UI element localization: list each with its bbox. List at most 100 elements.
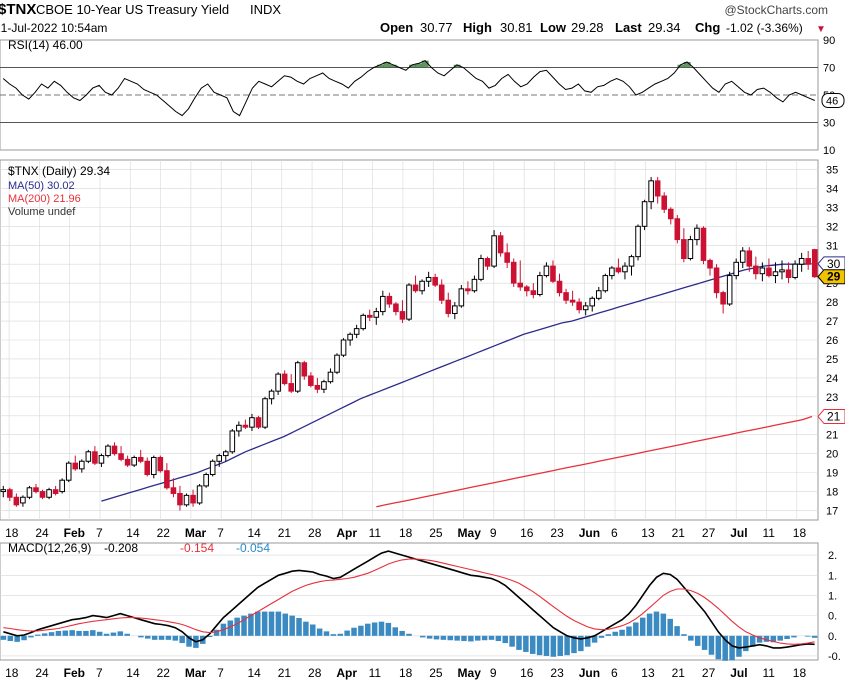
x-tick-label: Mar (185, 666, 207, 680)
x-tick-label: 14 (126, 526, 140, 540)
price-tick-label: 26 (826, 335, 838, 347)
candle (726, 271, 733, 306)
candle (314, 377, 321, 394)
candle (92, 446, 98, 466)
candle (569, 290, 576, 306)
candle (425, 271, 432, 287)
rsi-overbought-fill (389, 64, 397, 68)
candle (209, 459, 216, 477)
candle (517, 260, 524, 291)
x-tick-label: 18 (793, 526, 807, 540)
x-tick-label: 18 (399, 666, 413, 680)
price-badge-text: 30 (827, 257, 841, 271)
candle-body (301, 362, 308, 377)
candle (59, 478, 65, 494)
candle (602, 273, 609, 293)
ma50-legend: MA(50) 30.02 (8, 180, 75, 192)
macd-tick-label: 1. (828, 590, 837, 602)
price-tick-label: 19 (826, 468, 838, 480)
candle-body (170, 487, 177, 494)
candle (79, 459, 85, 473)
candle-body (137, 456, 144, 462)
candle-body (308, 375, 314, 386)
candle (504, 243, 510, 268)
macd-hist-bar (378, 621, 385, 636)
macd-hist-bar (502, 635, 508, 644)
candle-body (190, 494, 196, 504)
candle (196, 484, 203, 505)
candle (589, 296, 596, 312)
candle-body (249, 417, 255, 428)
macd-hist-bar (564, 635, 570, 656)
candle (190, 489, 196, 507)
candle-body (628, 256, 635, 267)
candle-body (157, 456, 164, 472)
candle-body (275, 373, 281, 392)
candle-body (183, 494, 190, 506)
candle (249, 413, 255, 431)
x-tick-label: 25 (429, 666, 443, 680)
macd-hist-bar (440, 635, 447, 640)
price-tick-label: 27 (826, 316, 838, 328)
x-tick-label: 23 (550, 526, 564, 540)
chg-value: -1.02 (-3.36%) (726, 21, 803, 35)
candle (111, 442, 118, 456)
price-badge-box (817, 269, 845, 285)
x-tick-label: 14 (247, 666, 261, 680)
macd-hist-bar (777, 635, 783, 641)
macd-hist-bar (749, 635, 756, 647)
x-tick-label: 7 (217, 666, 224, 680)
macd-signal-line (3, 558, 815, 645)
price-tick-label: 18 (826, 487, 838, 499)
last-label: Last (615, 20, 642, 35)
x-tick-label: 11 (369, 666, 382, 680)
price-tick-label: 23 (826, 392, 838, 404)
price-badge-box (817, 409, 845, 425)
candle-body (92, 451, 98, 464)
macd-tick-label: 0. (828, 611, 837, 623)
candle-body (52, 489, 59, 494)
macd-hist-bar (694, 635, 701, 646)
candle-body (452, 305, 458, 314)
candle (406, 283, 412, 322)
chart-exchange: INDX (250, 2, 281, 17)
candle-body (288, 383, 294, 392)
candle-body (419, 280, 425, 292)
candle-body (707, 259, 713, 269)
candle (124, 455, 131, 467)
macd-legend-macd: -0.208 (104, 541, 138, 555)
candle (510, 258, 517, 287)
candle (380, 290, 386, 316)
candle-body (556, 280, 563, 294)
candle-body (353, 328, 360, 335)
candle-body (687, 239, 694, 260)
candle (543, 262, 550, 278)
macd-x-axis: 18 24 Feb 7 14 22 Mar 7 14 21 28 Apr 11 18 25 May 9 16 23 J… (5, 666, 806, 680)
candle-body (792, 263, 798, 278)
rsi-overbought-fill (377, 64, 384, 68)
candle (484, 256, 491, 270)
candle-body (262, 398, 268, 428)
macd-hist-bar (158, 635, 165, 640)
macd-frame (0, 542, 819, 661)
ma200-line (376, 415, 813, 508)
candle-body (733, 261, 739, 277)
candle (798, 252, 805, 272)
price-tick-label: 20 (826, 449, 838, 461)
candle (648, 177, 654, 210)
macd-hist-bar (248, 613, 254, 636)
macd-hist-bar (206, 635, 213, 638)
candle (687, 235, 694, 261)
candle-body (0, 489, 7, 493)
candle (118, 446, 124, 462)
candle-body (111, 445, 118, 455)
candle (131, 455, 137, 467)
rsi-panel: 907050301046 (0, 35, 845, 157)
candle (157, 455, 164, 473)
candle-body (674, 218, 681, 241)
candle-body (98, 455, 105, 464)
candle (39, 489, 46, 500)
candle (537, 271, 543, 297)
candle-body (759, 267, 766, 275)
candle (478, 254, 484, 282)
